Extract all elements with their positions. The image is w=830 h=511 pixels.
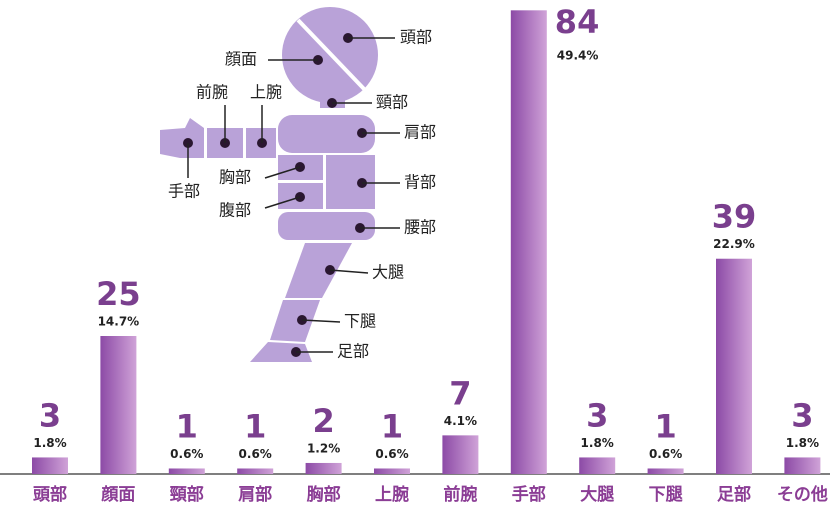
- bar: [237, 468, 273, 474]
- share-label: 0.6%: [649, 447, 682, 461]
- diagram-label: 腹部: [219, 201, 251, 220]
- value-label: 3: [791, 396, 813, 434]
- x-tick-label: 顔面: [100, 485, 135, 505]
- bar: [716, 259, 752, 474]
- bar: [579, 457, 615, 474]
- diagram-label: 大腿: [372, 263, 404, 282]
- x-tick-label: 肩部: [238, 484, 272, 505]
- chart: 頭部 顔面 頸部 前腕 上腕 肩部 手部 胸部 背部 腹部 腰部 大腿 下腿 足…: [0, 0, 830, 511]
- value-label: 25: [96, 275, 141, 313]
- share-label: 0.6%: [239, 447, 272, 461]
- bar: [100, 336, 136, 474]
- share-label: 1.8%: [581, 436, 614, 450]
- share-label: 0.6%: [375, 447, 408, 461]
- x-tick-label: 足部: [717, 484, 751, 505]
- value-label: 84: [555, 3, 600, 41]
- value-label: 39: [712, 198, 757, 236]
- share-label: 1.2%: [307, 441, 340, 455]
- bar: [374, 468, 410, 474]
- x-tick-label: 胸部: [307, 484, 341, 505]
- x-tick-label: 頸部: [170, 484, 204, 505]
- diagram-label: 胸部: [219, 168, 251, 187]
- x-tick-label: その他: [777, 484, 828, 505]
- bar: [306, 463, 342, 474]
- diagram-label: 下腿: [344, 312, 376, 331]
- hand: [160, 118, 204, 158]
- diagram-label: 頭部: [400, 28, 432, 47]
- value-label: 1: [381, 407, 403, 445]
- bar: [511, 10, 547, 474]
- x-tick-label: 上腕: [375, 485, 409, 505]
- x-tick-label: 手部: [512, 484, 546, 505]
- share-label: 1.8%: [786, 436, 819, 450]
- back: [326, 155, 375, 209]
- share-label: 22.9%: [713, 237, 755, 251]
- diagram-label: 顔面: [225, 50, 257, 69]
- value-label: 3: [586, 396, 608, 434]
- value-label: 3: [39, 396, 61, 434]
- value-label: 1: [244, 407, 266, 445]
- value-label: 7: [449, 374, 471, 412]
- diagram-label: 手部: [168, 182, 200, 201]
- bar: [32, 457, 68, 474]
- x-tick-label: 下腿: [649, 485, 684, 505]
- bar: [442, 435, 478, 474]
- value-label: 1: [654, 407, 676, 445]
- value-label: 1: [176, 407, 198, 445]
- bar: [784, 457, 820, 474]
- diagram-label: 足部: [337, 342, 369, 361]
- share-label: 1.8%: [33, 436, 66, 450]
- x-tick-label: 大腿: [580, 484, 615, 505]
- diagram-label: 頸部: [376, 93, 408, 112]
- share-label: 49.4%: [557, 49, 599, 63]
- share-label: 14.7%: [98, 315, 140, 329]
- x-tick-label: 前腕: [443, 484, 477, 505]
- body-diagram: 頭部 顔面 頸部 前腕 上腕 肩部 手部 胸部 背部 腹部 腰部 大腿 下腿 足…: [160, 7, 436, 362]
- value-label: 2: [312, 402, 334, 440]
- bar: [169, 468, 205, 474]
- diagram-label: 腰部: [404, 218, 436, 237]
- x-tick-label: 頭部: [33, 484, 67, 505]
- share-label: 4.1%: [444, 414, 477, 428]
- share-label: 0.6%: [170, 447, 203, 461]
- bar: [648, 468, 684, 474]
- diagram-label: 背部: [404, 173, 436, 192]
- diagram-label: 上腕: [250, 83, 282, 102]
- diagram-label: 前腕: [196, 83, 228, 102]
- diagram-label: 肩部: [404, 123, 436, 142]
